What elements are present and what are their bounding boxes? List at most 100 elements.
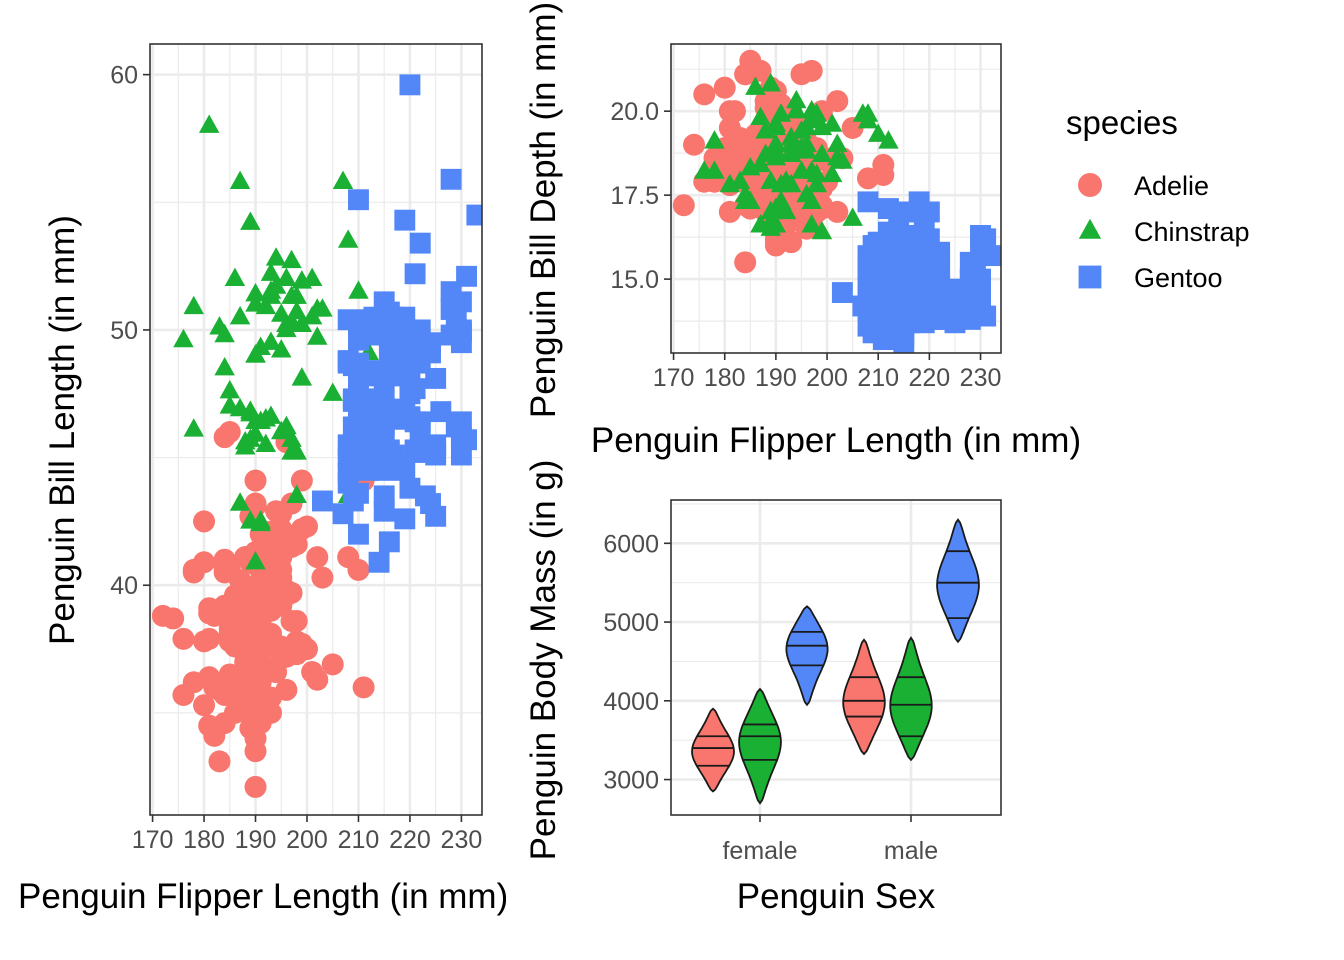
point-triangle — [291, 270, 313, 289]
point-triangle — [229, 170, 251, 190]
point-triangle — [322, 382, 343, 401]
point-circle — [151, 604, 174, 627]
point-square — [414, 442, 436, 463]
point-circle — [249, 609, 272, 632]
point-square — [348, 523, 369, 545]
point-circle — [265, 533, 288, 556]
point-triangle — [765, 133, 787, 152]
bill-depth-x-axis-title: Penguin Flipper Length (in mm) — [591, 421, 1081, 460]
point-square — [389, 357, 411, 379]
point-triangle — [801, 190, 822, 210]
point-square — [337, 350, 359, 372]
point-triangle — [245, 282, 266, 302]
point-triangle — [755, 120, 776, 139]
point-triangle — [260, 280, 282, 299]
point-circle — [764, 234, 787, 257]
point-triangle — [781, 140, 802, 159]
series-chinstrap — [694, 73, 899, 240]
x-tick-label: 230 — [960, 364, 1002, 392]
point-square — [358, 459, 380, 481]
bill-length-panel-border — [149, 43, 483, 816]
point-circle — [301, 661, 324, 684]
point-square — [929, 288, 951, 310]
point-triangle — [796, 140, 817, 159]
point-triangle — [255, 295, 277, 315]
point-triangle — [183, 418, 204, 437]
point-square — [409, 419, 431, 440]
x-tick-label: female — [722, 837, 797, 865]
point-circle — [352, 676, 375, 699]
body-mass-panel-border — [670, 499, 1002, 816]
point-square — [348, 482, 369, 504]
point-circle — [244, 727, 267, 750]
point-triangle — [694, 160, 715, 179]
x-tick-label: 220 — [389, 826, 431, 854]
point-square — [363, 324, 385, 346]
point-square — [399, 74, 421, 96]
point-square — [368, 551, 390, 573]
y-tick-label: 3000 — [603, 767, 659, 795]
point-circle — [718, 100, 741, 123]
point-triangle — [806, 173, 828, 193]
x-tick-label: male — [884, 837, 938, 865]
point-triangle — [770, 190, 792, 210]
point-triangle — [750, 106, 771, 126]
y-tick-label: 60 — [110, 62, 138, 90]
point-triangle — [857, 109, 879, 129]
point-circle — [672, 194, 695, 217]
x-tick-label: 190 — [235, 826, 277, 854]
y-tick-label: 5000 — [603, 609, 659, 637]
x-tick-label: 170 — [132, 826, 174, 854]
point-triangle — [775, 170, 797, 189]
x-tick-label: 190 — [755, 364, 797, 392]
point-circle — [198, 627, 221, 650]
legend-title: species — [1066, 104, 1178, 141]
point-circle — [193, 551, 216, 574]
point-circle — [198, 714, 221, 737]
point-square — [420, 342, 441, 364]
point-triangle — [173, 328, 194, 348]
series-chinstrap — [173, 114, 379, 570]
y-tick-label: 17.5 — [610, 182, 659, 210]
point-circle — [841, 116, 864, 139]
point-circle — [713, 76, 736, 99]
point-triangle — [245, 551, 266, 570]
point-square — [337, 309, 359, 331]
point-triangle — [229, 492, 251, 511]
point-circle — [249, 671, 272, 694]
point-circle — [223, 671, 246, 694]
point-circle — [270, 584, 293, 607]
point-circle — [193, 510, 216, 533]
point-square — [332, 503, 354, 525]
point-square — [857, 191, 879, 213]
y-tick-label: 6000 — [603, 530, 659, 558]
point-circle — [234, 650, 257, 673]
point-triangle — [760, 73, 781, 92]
point-triangle — [791, 160, 812, 179]
point-triangle — [250, 510, 271, 529]
point-circle — [213, 426, 236, 449]
point-triangle — [281, 428, 302, 447]
point-triangle — [348, 280, 369, 299]
point-square — [409, 232, 431, 254]
point-triangle — [811, 143, 833, 162]
point-triangle — [811, 220, 833, 240]
point-square — [985, 245, 1001, 267]
point-circle — [311, 566, 334, 589]
point-triangle — [806, 163, 828, 183]
point-circle — [321, 653, 344, 676]
point-square — [378, 401, 400, 423]
bill-length-marks — [151, 74, 482, 798]
point-triangle — [760, 217, 781, 236]
point-square — [348, 189, 369, 211]
point-triangle — [219, 379, 241, 399]
point-triangle — [240, 428, 261, 447]
x-tick-label: 210 — [857, 364, 899, 392]
x-tick-label: 200 — [806, 364, 848, 392]
body-mass-x-axis-title: Penguin Sex — [737, 877, 936, 916]
body-mass-panel: female male 3000 4000 5000 6000 Penguin Body … — [524, 460, 1002, 916]
point-triangle — [734, 190, 756, 210]
point-circle — [270, 643, 293, 666]
body-mass-marks — [691, 518, 980, 805]
